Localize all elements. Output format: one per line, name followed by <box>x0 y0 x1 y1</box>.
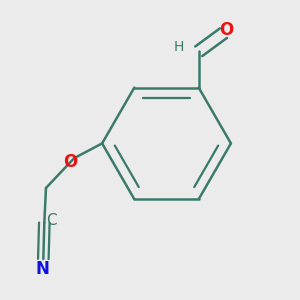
Text: H: H <box>174 40 184 54</box>
Text: N: N <box>35 260 49 278</box>
Text: O: O <box>219 22 233 40</box>
Text: C: C <box>46 212 57 227</box>
Text: O: O <box>63 153 77 171</box>
